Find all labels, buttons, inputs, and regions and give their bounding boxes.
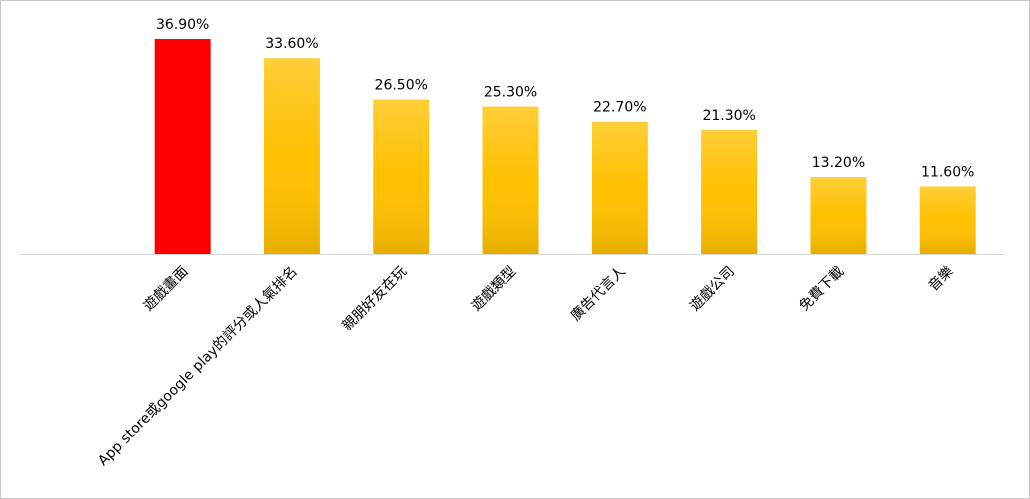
bar-shade [701,129,758,254]
bar-shade [919,186,976,254]
value-label: 33.60% [265,36,318,52]
value-label: 21.30% [702,108,755,124]
value-label: 13.20% [812,155,865,171]
bar-shade [263,58,320,254]
value-label: 36.90% [156,17,209,33]
value-label: 25.30% [484,85,537,101]
value-label: 22.70% [593,100,646,116]
bar-shade [810,177,867,254]
bar-shade [591,121,648,255]
value-label: 26.50% [375,78,428,94]
bar-shade [373,99,430,254]
bar-shade [482,106,539,254]
bar [154,39,211,254]
value-label: 11.60% [921,164,974,180]
